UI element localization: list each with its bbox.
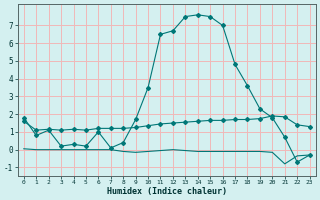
X-axis label: Humidex (Indice chaleur): Humidex (Indice chaleur) xyxy=(107,187,227,196)
